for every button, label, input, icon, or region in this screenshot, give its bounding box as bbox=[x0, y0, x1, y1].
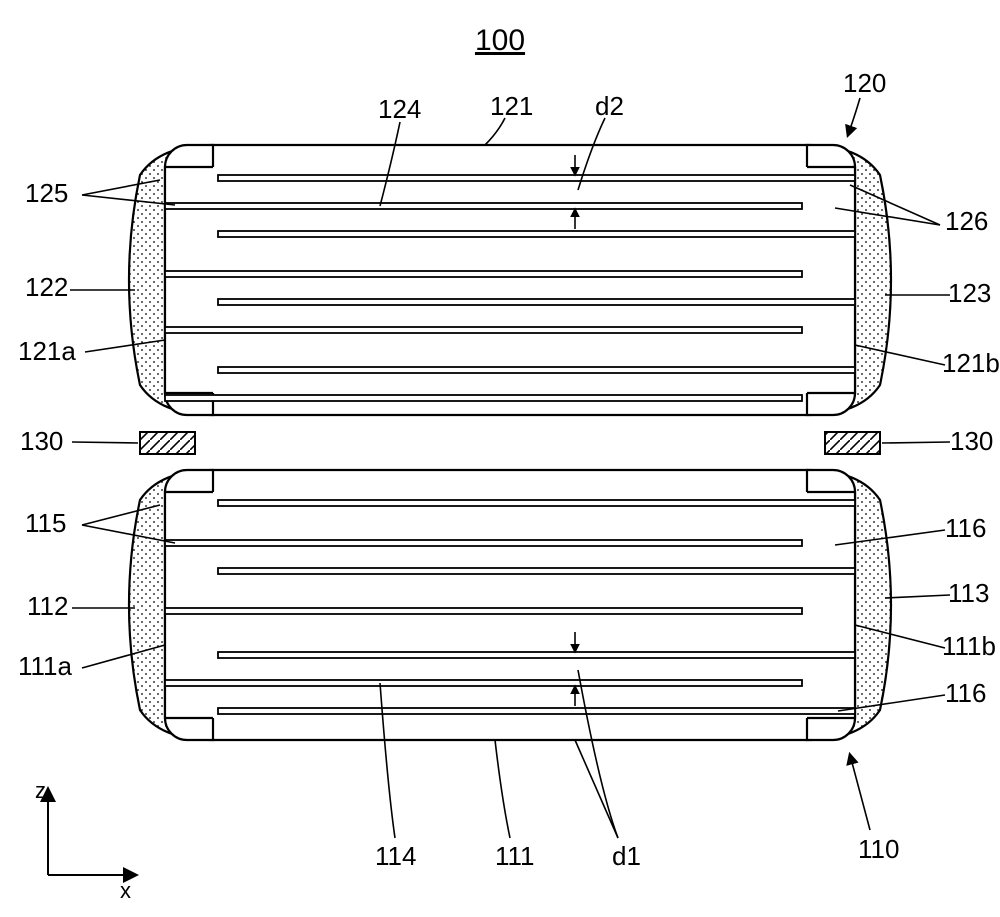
bottom-plate bbox=[218, 568, 855, 574]
bottom-plate bbox=[218, 500, 855, 506]
label-d1: d1 bbox=[612, 841, 641, 871]
label-113: 113 bbox=[948, 578, 989, 608]
label-130-left: 130 bbox=[20, 426, 63, 456]
top-plate bbox=[218, 299, 855, 305]
bottom-component bbox=[129, 470, 891, 740]
top-plate bbox=[165, 271, 802, 277]
diagram-root: 100 bbox=[0, 0, 1000, 917]
left-connector-130 bbox=[140, 432, 195, 454]
top-plate bbox=[165, 327, 802, 333]
label-114: 114 bbox=[375, 841, 416, 871]
label-123: 123 bbox=[948, 278, 991, 308]
axis-z: z bbox=[35, 778, 46, 803]
axis-x: x bbox=[120, 878, 131, 903]
top-plate bbox=[165, 203, 802, 209]
bottom-body bbox=[165, 470, 855, 740]
label-120: 120 bbox=[843, 68, 886, 98]
label-125: 125 bbox=[25, 178, 68, 208]
label-112: 112 bbox=[27, 591, 68, 621]
label-111a: 111a bbox=[18, 651, 73, 681]
top-component bbox=[129, 145, 891, 415]
label-121b: 121b bbox=[942, 348, 1000, 378]
bottom-plate bbox=[218, 652, 855, 658]
top-body bbox=[165, 145, 855, 415]
label-126: 126 bbox=[945, 206, 988, 236]
bottom-plate bbox=[165, 608, 802, 614]
top-plate bbox=[218, 175, 855, 181]
label-122: 122 bbox=[25, 272, 68, 302]
bottom-plate bbox=[165, 680, 802, 686]
label-116: 116 bbox=[945, 513, 986, 543]
label-130-right: 130 bbox=[950, 426, 993, 456]
label-d2: d2 bbox=[595, 91, 624, 121]
top-plate bbox=[165, 395, 802, 401]
label-111b: 111b bbox=[942, 631, 996, 661]
label-121: 121 bbox=[490, 91, 533, 121]
label-111: 111 bbox=[495, 841, 535, 871]
top-plate bbox=[218, 367, 855, 373]
label-121a: 121a bbox=[18, 336, 76, 366]
axes: z x bbox=[35, 778, 135, 903]
label-124: 124 bbox=[378, 94, 421, 124]
bottom-plate bbox=[165, 540, 802, 546]
label-110: 110 bbox=[858, 834, 899, 864]
label-115: 115 bbox=[25, 508, 66, 538]
label-116-2: 116 bbox=[945, 678, 986, 708]
top-plate bbox=[218, 231, 855, 237]
right-connector-130 bbox=[825, 432, 880, 454]
title: 100 bbox=[475, 24, 525, 57]
bottom-plate bbox=[218, 708, 855, 714]
